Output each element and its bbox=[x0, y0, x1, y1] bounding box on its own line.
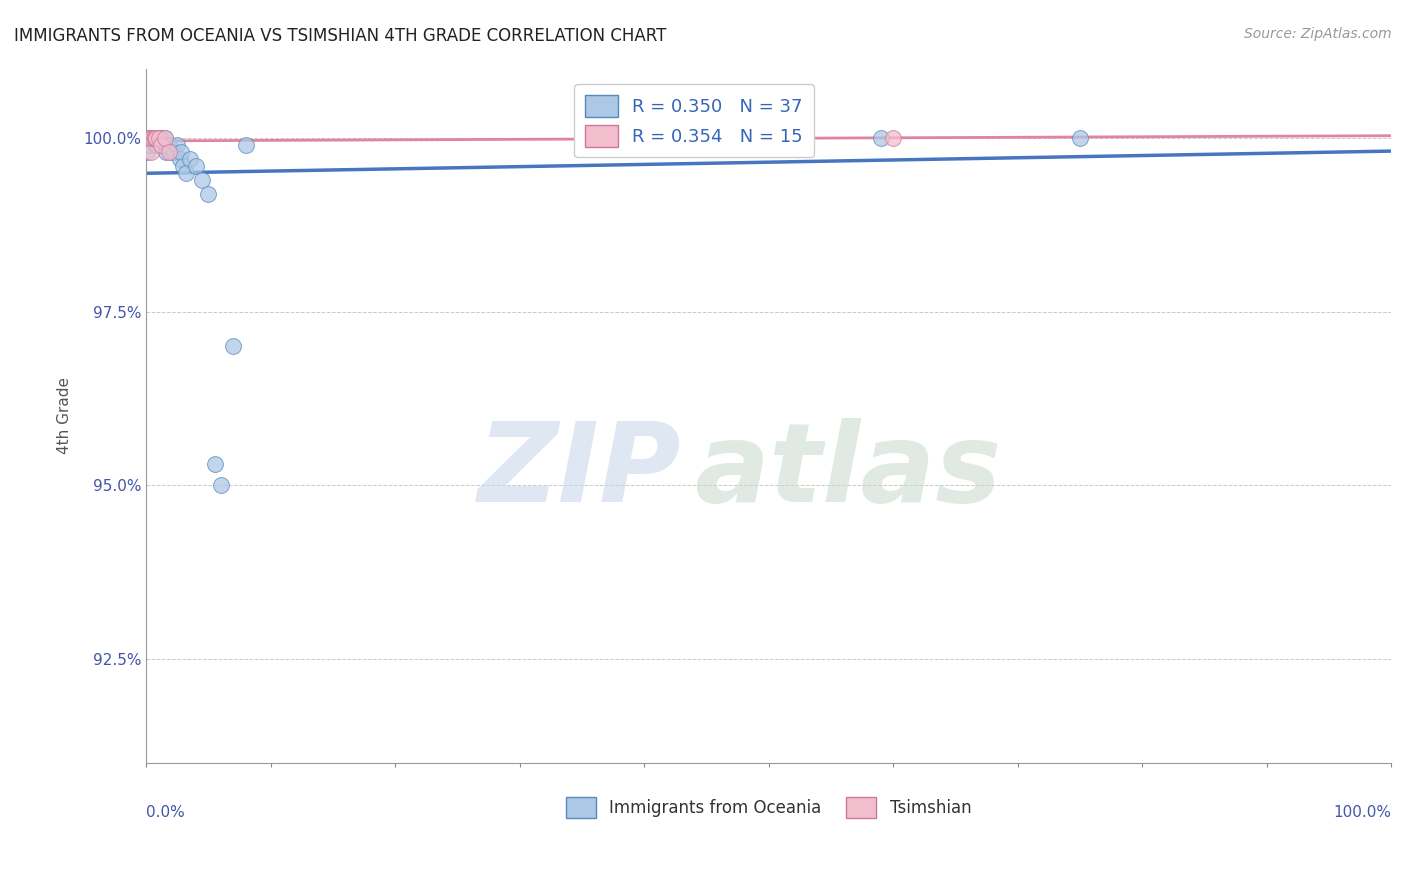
Text: 100.0%: 100.0% bbox=[1333, 805, 1391, 820]
Point bbox=[136, 145, 159, 159]
Point bbox=[150, 131, 173, 145]
Point bbox=[758, 131, 780, 145]
Point bbox=[148, 131, 170, 145]
Point bbox=[209, 478, 232, 492]
Text: ZIP: ZIP bbox=[478, 417, 682, 524]
Point bbox=[184, 159, 207, 173]
Point bbox=[153, 131, 176, 145]
Point bbox=[166, 137, 188, 152]
Point bbox=[141, 131, 163, 145]
Point bbox=[204, 458, 226, 472]
Point bbox=[169, 152, 191, 166]
Point bbox=[136, 131, 159, 145]
Point bbox=[1069, 131, 1091, 145]
Point bbox=[191, 172, 214, 186]
Point bbox=[145, 131, 167, 145]
Point bbox=[197, 186, 219, 201]
Point bbox=[136, 137, 159, 152]
Point bbox=[139, 137, 162, 152]
Point bbox=[143, 131, 166, 145]
Point bbox=[142, 131, 165, 145]
Point bbox=[882, 131, 904, 145]
Point bbox=[139, 131, 162, 145]
Point bbox=[160, 145, 183, 159]
Point bbox=[139, 145, 162, 159]
Point bbox=[146, 137, 169, 152]
Point bbox=[156, 137, 179, 152]
Text: 0.0%: 0.0% bbox=[146, 805, 186, 820]
Point bbox=[143, 131, 166, 145]
Point bbox=[157, 145, 180, 159]
Point bbox=[152, 137, 174, 152]
Point bbox=[155, 145, 177, 159]
Point bbox=[139, 131, 162, 145]
Legend: Immigrants from Oceania, Tsimshian: Immigrants from Oceania, Tsimshian bbox=[560, 790, 979, 824]
Point bbox=[633, 131, 655, 145]
Point bbox=[142, 131, 165, 145]
Point bbox=[173, 159, 195, 173]
Point bbox=[138, 131, 160, 145]
Point bbox=[174, 166, 197, 180]
Point bbox=[869, 131, 891, 145]
Point bbox=[141, 131, 163, 145]
Point bbox=[150, 137, 173, 152]
Point bbox=[157, 137, 180, 152]
Point bbox=[222, 339, 245, 353]
Point bbox=[148, 131, 170, 145]
Text: IMMIGRANTS FROM OCEANIA VS TSIMSHIAN 4TH GRADE CORRELATION CHART: IMMIGRANTS FROM OCEANIA VS TSIMSHIAN 4TH… bbox=[14, 27, 666, 45]
Text: atlas: atlas bbox=[695, 417, 1001, 524]
Point bbox=[794, 131, 817, 145]
Y-axis label: 4th Grade: 4th Grade bbox=[58, 377, 72, 454]
Point bbox=[179, 152, 201, 166]
Point bbox=[138, 131, 160, 145]
Point bbox=[162, 145, 184, 159]
Point bbox=[145, 137, 167, 152]
Point bbox=[150, 137, 173, 152]
Point bbox=[149, 131, 172, 145]
Text: Source: ZipAtlas.com: Source: ZipAtlas.com bbox=[1244, 27, 1392, 41]
Point bbox=[235, 137, 257, 152]
Point bbox=[170, 145, 193, 159]
Point bbox=[153, 131, 176, 145]
